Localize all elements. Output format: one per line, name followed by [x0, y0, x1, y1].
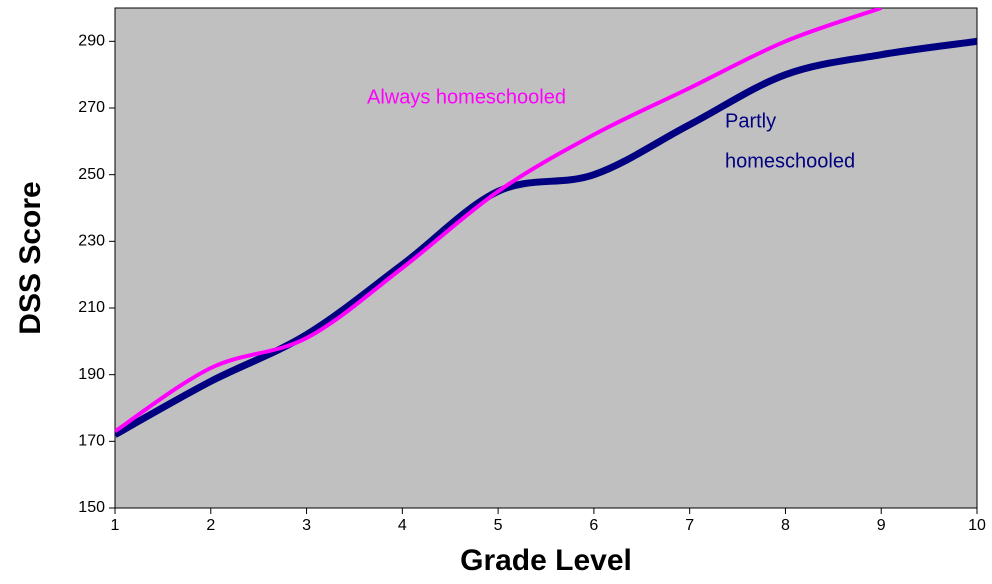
x-tick-label: 4 — [398, 517, 407, 534]
x-tick-label: 7 — [685, 517, 694, 534]
x-tick-label: 9 — [877, 517, 886, 534]
annotation: Always homeschooled — [367, 86, 566, 108]
x-tick-label: 8 — [781, 517, 790, 534]
annotation: Partly — [725, 110, 776, 132]
y-tick-label: 270 — [78, 99, 105, 116]
y-tick-label: 250 — [78, 166, 105, 183]
y-axis-title: DSS Score — [14, 181, 47, 334]
x-tick-label: 10 — [968, 517, 986, 534]
x-tick-label: 5 — [494, 517, 503, 534]
x-axis-title: Grade Level — [460, 544, 632, 577]
annotation: homeschooled — [725, 150, 855, 172]
plot-area — [114, 7, 978, 509]
y-tick-label: 290 — [78, 33, 105, 50]
lines — [115, 8, 977, 438]
x-tick-label: 6 — [589, 517, 598, 534]
series-line — [115, 37, 977, 438]
y-tick-label: 210 — [78, 299, 105, 316]
x-tick-label: 3 — [302, 517, 311, 534]
y-tick-label: 190 — [78, 366, 105, 383]
x-tick-label: 2 — [206, 517, 215, 534]
series-line — [115, 8, 882, 434]
x-tick-label: 1 — [111, 517, 120, 534]
y-tick-label: 230 — [78, 233, 105, 250]
y-tick-label: 170 — [78, 433, 105, 450]
y-tick-label: 150 — [78, 499, 105, 516]
